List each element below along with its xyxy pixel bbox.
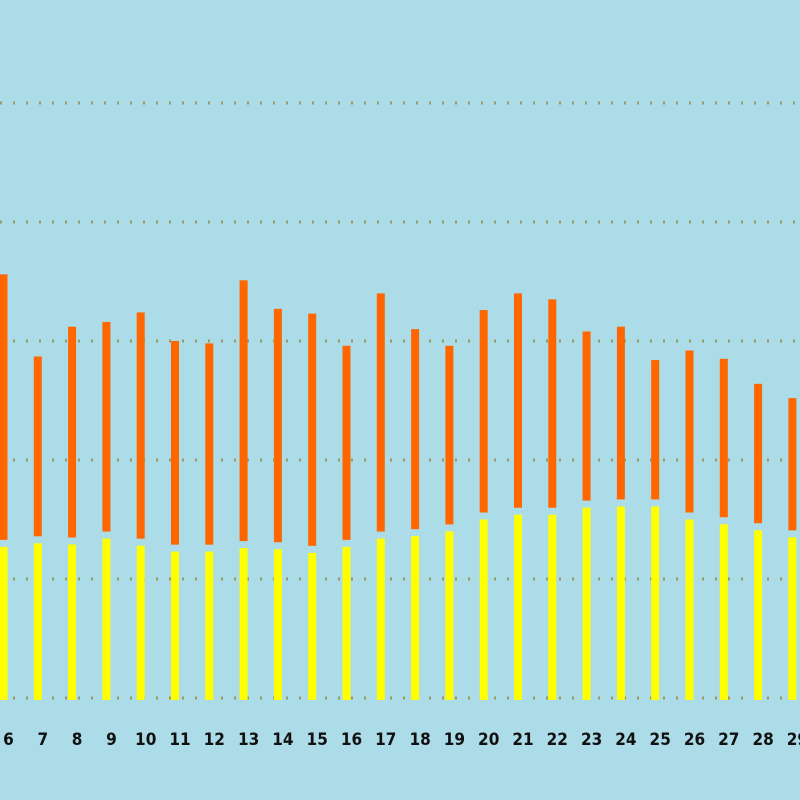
bar-low-26 — [685, 519, 694, 700]
bar-low-15 — [308, 552, 317, 700]
bar-low-28 — [754, 530, 763, 700]
bar-high-23 — [582, 331, 591, 501]
x-tick-label: 11 — [169, 730, 190, 750]
bar-high-15 — [308, 313, 317, 546]
x-tick-label: 9 — [106, 730, 117, 750]
x-tick-label: 16 — [341, 730, 362, 750]
bar-high-20 — [479, 310, 488, 513]
x-tick-label: 21 — [512, 730, 533, 750]
bar-low-23 — [582, 507, 591, 700]
x-tick-label: 18 — [409, 730, 430, 750]
bar-low-10 — [136, 545, 145, 700]
bar-low-13 — [239, 548, 248, 700]
bar-low-8 — [68, 544, 77, 700]
x-tick-label: 23 — [581, 730, 602, 750]
bar-low-29 — [788, 537, 797, 700]
bar-low-9 — [102, 538, 111, 700]
x-tick-label: 25 — [650, 730, 671, 750]
bar-high-13 — [239, 280, 248, 542]
bar-high-14 — [273, 308, 282, 543]
x-tick-label: 7 — [37, 730, 48, 750]
bar-low-18 — [411, 536, 420, 700]
x-tick-label: 22 — [547, 730, 568, 750]
bar-high-18 — [411, 329, 420, 530]
bar-high-28 — [754, 383, 763, 524]
bar-high-16 — [342, 345, 351, 540]
bar-high-17 — [376, 293, 385, 532]
x-tick-label: 13 — [238, 730, 259, 750]
bar-high-9 — [102, 321, 111, 532]
bar-high-6 — [0, 274, 8, 540]
bar-high-21 — [514, 293, 522, 508]
bar-high-8 — [68, 326, 77, 538]
bar-low-6 — [0, 546, 8, 700]
bar-high-19 — [445, 345, 454, 525]
gridlines — [0, 101, 800, 700]
x-tick-label: 10 — [135, 730, 156, 750]
bar-low-7 — [33, 543, 42, 700]
x-tick-label: 29 — [787, 730, 800, 750]
x-tick-label: 14 — [272, 730, 293, 750]
x-tick-label: 17 — [375, 730, 396, 750]
x-tick-label: 24 — [615, 730, 636, 750]
bar-low-25 — [651, 506, 660, 700]
x-tick-label: 20 — [478, 730, 499, 750]
bar-high-11 — [171, 341, 179, 545]
bar-high-24 — [616, 326, 625, 500]
bar-low-22 — [548, 514, 557, 700]
bar-low-12 — [205, 551, 214, 700]
bar-low-24 — [616, 506, 625, 700]
x-tick-label: 12 — [204, 730, 225, 750]
x-tick-label: 6 — [3, 730, 14, 750]
x-axis-tick-labels: 6 7 8 9 10 11 12 13 14 15 16 17 18 19 20 21 22 23 24 25 26 27… — [3, 730, 800, 750]
x-tick-label: 28 — [752, 730, 773, 750]
bar-high-12 — [205, 343, 214, 545]
bar-low-11 — [171, 551, 179, 700]
bar-low-21 — [514, 514, 522, 700]
bar-high-26 — [685, 350, 694, 513]
bar-low-17 — [376, 538, 385, 700]
bar-high-29 — [788, 398, 797, 531]
bar-high-25 — [651, 360, 660, 500]
bar-low-20 — [479, 519, 488, 700]
bar-low-27 — [719, 524, 728, 700]
x-tick-label: 8 — [72, 730, 83, 750]
bar-low-16 — [342, 546, 351, 700]
bar-high-27 — [719, 358, 728, 518]
bar-low-19 — [445, 531, 454, 700]
bar-low-14 — [273, 549, 282, 700]
x-tick-label: 19 — [444, 730, 465, 750]
x-tick-label: 26 — [684, 730, 705, 750]
bar-high-10 — [136, 312, 145, 539]
x-tick-label: 15 — [307, 730, 328, 750]
bar-high-22 — [548, 299, 557, 508]
bars — [0, 274, 797, 700]
x-tick-label: 27 — [718, 730, 739, 750]
bar-high-7 — [33, 356, 42, 537]
